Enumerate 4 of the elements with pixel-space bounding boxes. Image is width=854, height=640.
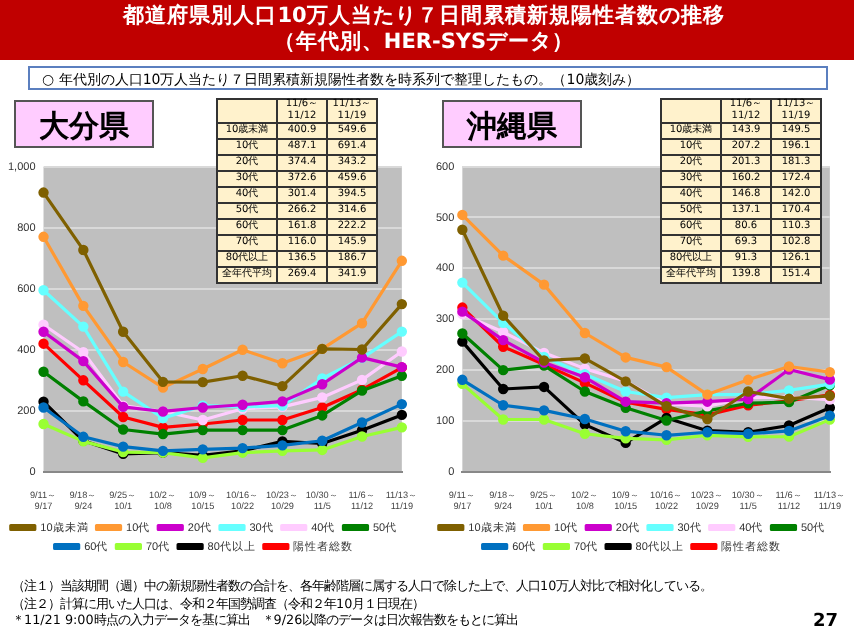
chart-title: 沖縄県 <box>442 100 582 148</box>
text: 27 <box>812 612 838 632</box>
chart-title: 大分県 <box>14 100 154 148</box>
text: 都道府県別人口10万人当たり７日間累積新規陽性者数の推移（年代別、HER-SYSデータ） <box>120 4 727 56</box>
